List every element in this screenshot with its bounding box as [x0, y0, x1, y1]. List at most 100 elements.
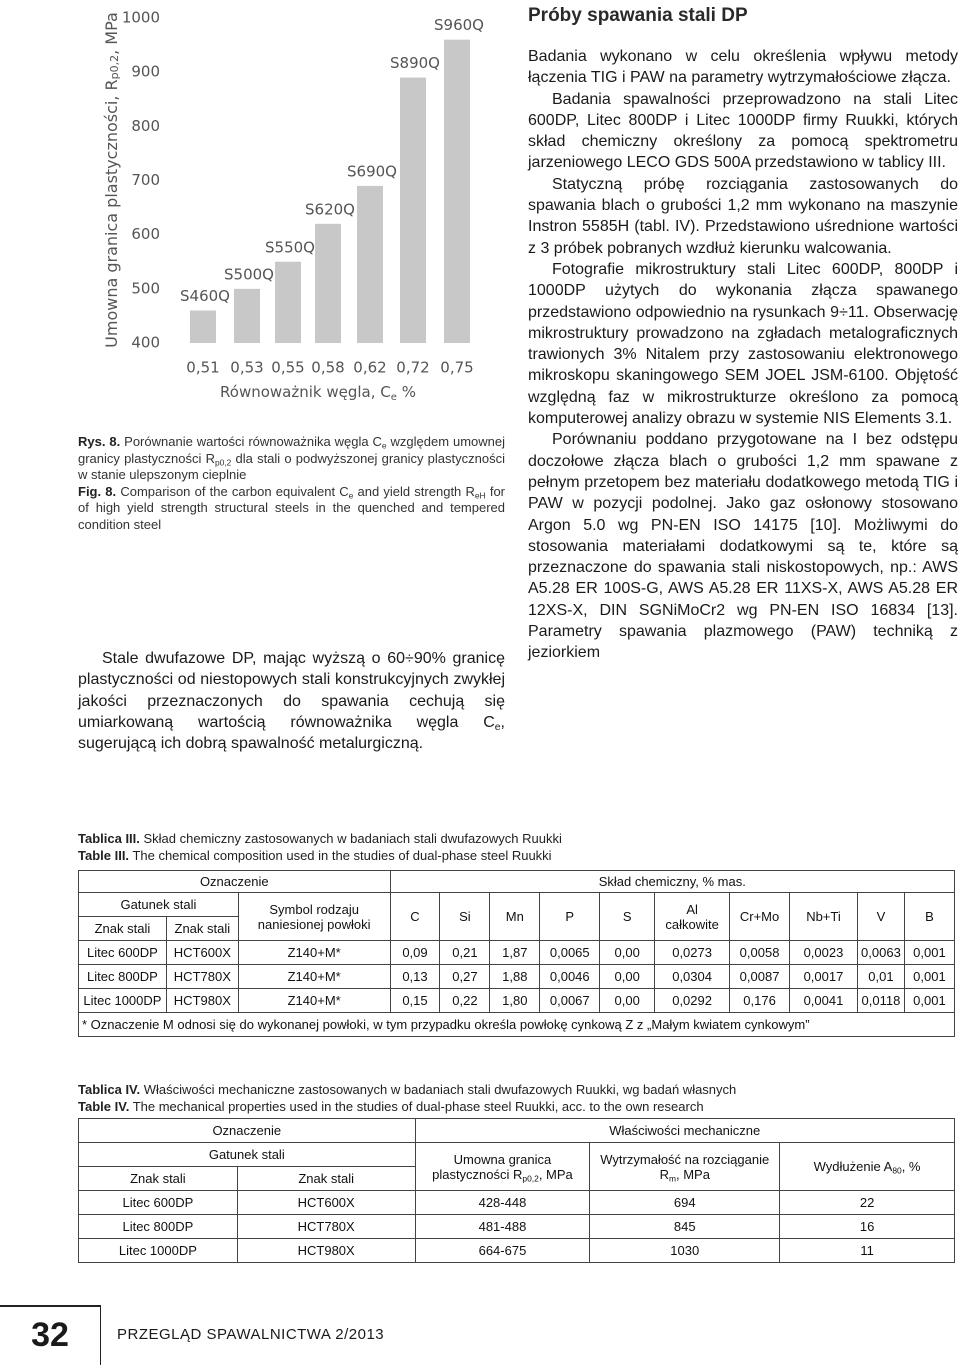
table-cell: 0,176	[729, 988, 791, 1013]
table-cell: Cr+Mo	[729, 892, 791, 941]
bar	[357, 185, 383, 343]
caption-label: Tablica III.	[78, 831, 140, 846]
header-text: , MPa	[538, 1166, 573, 1182]
table-cell: C	[389, 892, 441, 941]
header-cell: Właściwości mechaniczne	[414, 1118, 956, 1143]
caption-text: Porównanie wartości równoważnika węgla C	[120, 434, 382, 449]
header-cell: Oznaczenie	[78, 1118, 416, 1143]
bar-label: S500Q	[224, 265, 274, 283]
table-cell: 0,27	[439, 964, 491, 989]
table-cell: 0,00	[599, 964, 656, 989]
table-cell: V	[856, 892, 905, 941]
table-cell: 0,001	[903, 988, 956, 1013]
section-title: Próby spawania stali DP	[528, 5, 748, 26]
table-cell: 0,13	[389, 964, 441, 989]
table-cell: HCT780X	[165, 964, 239, 989]
caption-text: Skład chemiczny zastosowanych w badaniac…	[139, 831, 562, 846]
x-axis-title-part: %	[397, 383, 416, 401]
paragraph: Badania spawalności przeprowadzono na st…	[528, 90, 958, 172]
text: , sugerującą ich dobrą spawalność metalu…	[78, 713, 505, 753]
caption-label: Fig. 8.	[78, 483, 117, 499]
paragraph: Porównaniu poddano przygotowane na I bez…	[528, 431, 958, 662]
table-cell: 694	[589, 1190, 781, 1215]
journal-name: PRZEGLĄD SPAWALNICTWA 2/2013	[117, 1326, 385, 1343]
table-cell: 0,0067	[539, 988, 601, 1013]
bar	[400, 77, 426, 343]
table-cell: 0,0046	[539, 964, 601, 989]
bar-label: S620Q	[305, 200, 355, 218]
table-cell: 0,0017	[789, 964, 858, 989]
table-cell: 11	[779, 1238, 955, 1263]
paragraph: Statyczną próbę rozciągania zastosowanyc…	[528, 175, 958, 257]
caption-pl: Rys. 8. Porównanie wartości równoważnika…	[78, 434, 505, 484]
bar	[315, 223, 341, 343]
header-cell: Znak stali	[165, 916, 239, 941]
y-axis-title: Umowna granica plastyczności, Rp0,2, MPa	[102, 12, 122, 348]
table-cell: Litec 600DP	[78, 1190, 238, 1215]
table-cell: 0,15	[389, 988, 441, 1013]
y-tick-label: 600	[131, 225, 160, 243]
x-tick-label: 0,62	[353, 359, 386, 377]
table-cell: 0,21	[439, 940, 491, 965]
bar-label: S460Q	[180, 287, 230, 305]
table-cell: Z140+M*	[237, 940, 391, 965]
bar-label: S960Q	[434, 16, 484, 34]
header-cell: Wydłużenie A80, %	[779, 1142, 955, 1191]
table-cell: HCT980X	[165, 988, 239, 1013]
table-cell: 0,00	[599, 988, 656, 1013]
caption-text: and yield strength R	[353, 483, 475, 499]
header-text: , %	[901, 1159, 921, 1174]
table-cell: 0,09	[389, 940, 441, 965]
x-tick-label: 0,58	[311, 359, 344, 377]
table-cell: Si	[439, 892, 491, 941]
bar	[444, 39, 470, 344]
table-cell: HCT980X	[236, 1238, 416, 1263]
x-axis-title: Równoważnik węgla, Ce %	[220, 383, 416, 403]
caption-text: Właściwości mechaniczne zastosowanych w …	[140, 1082, 737, 1097]
header-cell: Symbol rodzaju naniesionej powłoki	[237, 892, 391, 941]
table-cell: 0,22	[439, 988, 491, 1013]
table3-caption: Tablica III. Skład chemiczny zastosowany…	[78, 830, 562, 864]
header-text: Wydłużenie A	[813, 1159, 893, 1174]
header-cell: Umowna granica plastyczności Rp0,2, MPa	[414, 1142, 591, 1191]
y-tick-label: 700	[131, 171, 160, 189]
text: Stale dwufazowe DP, mając wyższą o 60÷90…	[78, 650, 505, 731]
chart: Umowna granica plastyczności, Rp0,2, MPa…	[102, 9, 484, 404]
caption-en: Table IV. The mechanical properties used…	[78, 1098, 736, 1115]
caption-sub: e	[348, 490, 354, 501]
header-text: , MPa	[675, 1166, 710, 1182]
bar	[275, 261, 301, 343]
table-cell: 22	[779, 1190, 955, 1215]
x-tick-label: 0,51	[186, 359, 219, 377]
table-cell: 1030	[589, 1238, 781, 1263]
caption-label: Rys. 8.	[78, 434, 121, 449]
text-sub: e	[494, 722, 501, 733]
table-cell: 0,0063	[856, 940, 905, 965]
table-cell: Z140+M*	[237, 988, 391, 1013]
bar-label: S550Q	[265, 238, 315, 256]
header-text: Umowna granica plastyczności R	[432, 1151, 552, 1182]
table-cell: 0,0304	[654, 964, 731, 989]
caption-text: Comparison of the carbon equivalent C	[116, 483, 349, 499]
table-row: Litec 600DP HCT600X Z140+M* 0,09 0,21 1,87 0,0…	[78, 940, 956, 965]
caption-pl: Tablica IV. Właściwości mechaniczne zast…	[78, 1081, 736, 1098]
caption-sub: e	[381, 440, 387, 451]
bar-label: S890Q	[390, 54, 440, 72]
table-cell: HCT600X	[236, 1190, 416, 1215]
y-tick-label: 500	[131, 279, 160, 297]
footnote-row: * Oznaczenie M odnosi się do wykonanej p…	[78, 1012, 955, 1037]
table-row: Litec 1000DP HCT980X 664-675 1030 11	[78, 1238, 955, 1263]
table-cell: Litec 1000DP	[78, 1238, 238, 1263]
table-cell: 0,001	[903, 964, 956, 989]
page-number-box: 32	[0, 1305, 101, 1365]
table-cell: Al całkowite	[654, 892, 731, 941]
table-cell: S	[599, 892, 656, 941]
table-cell: HCT780X	[236, 1214, 416, 1239]
table-cell: 0,001	[903, 940, 956, 965]
header-cell: Znak stali	[78, 1166, 238, 1191]
header-text: Wytrzymałość na rozciąganie R	[600, 1151, 770, 1182]
y-tick-label: 400	[131, 334, 160, 352]
table-cell: 1,88	[489, 964, 541, 989]
table-cell: 481-488	[414, 1214, 591, 1239]
bar	[234, 288, 260, 343]
